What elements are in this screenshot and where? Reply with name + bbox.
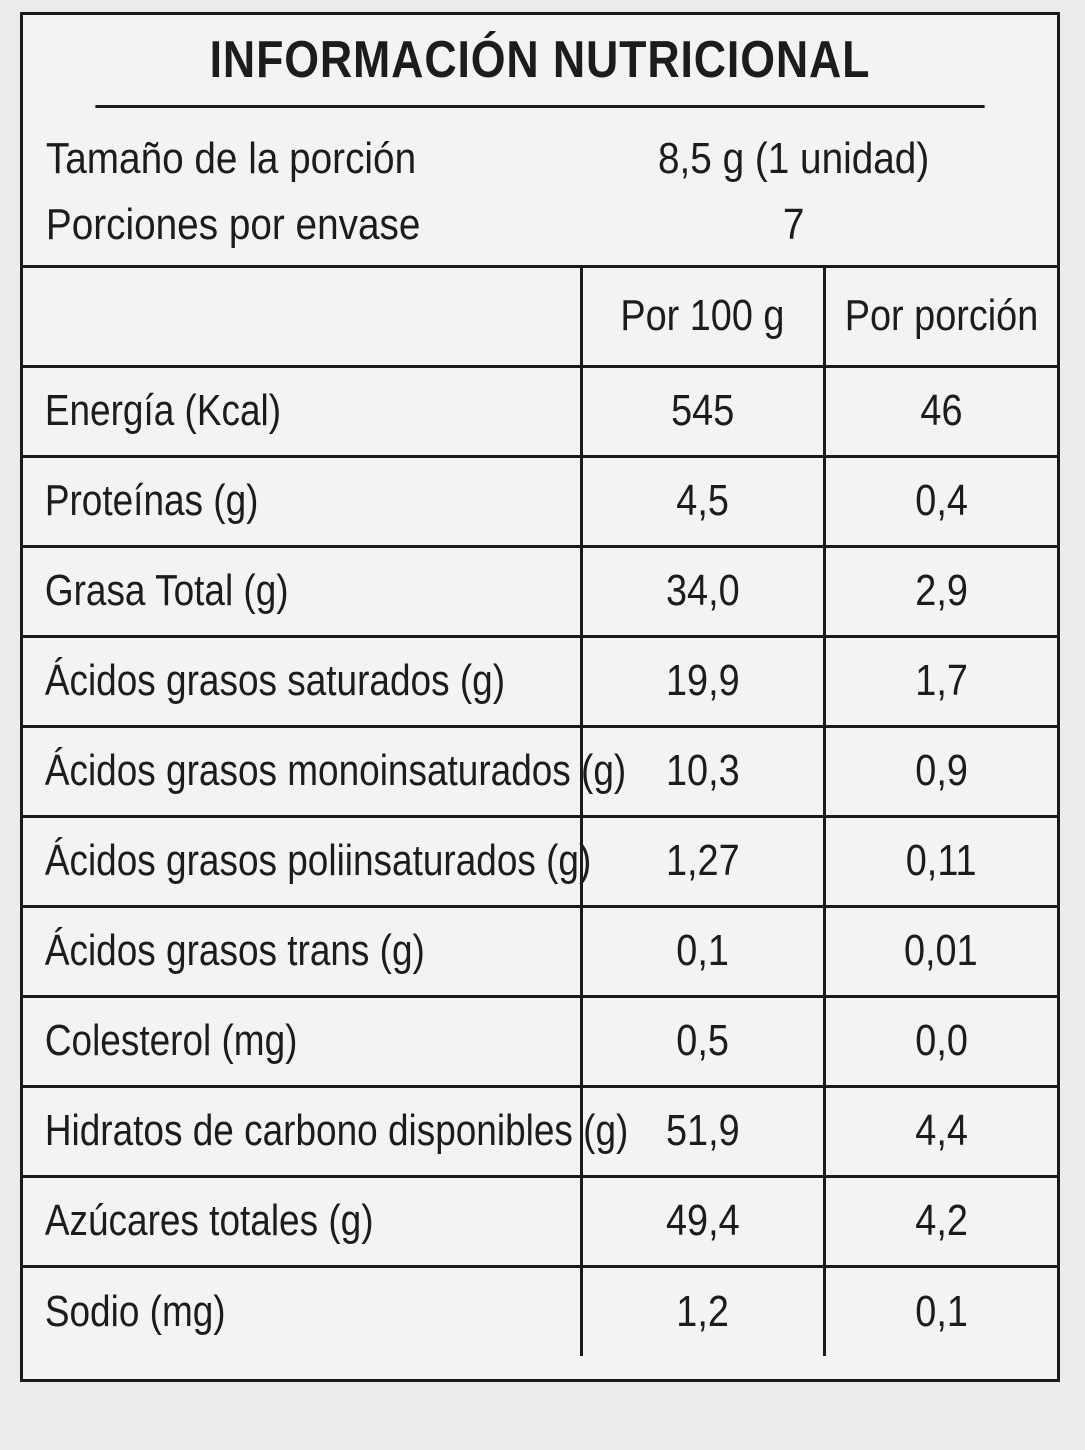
value-per-100g: 4,5 xyxy=(579,454,826,548)
table-row: Hidratos de carbono disponibles (g) 51,9 4… xyxy=(23,1084,1057,1178)
nutrient-name: Proteínas (g) xyxy=(23,454,583,548)
value-per-serving: 0,0 xyxy=(822,994,1057,1088)
value-per-serving: 0,01 xyxy=(822,904,1057,998)
table-row: Azúcares totales (g) 49,4 4,2 xyxy=(23,1174,1057,1268)
table-row: Proteínas (g) 4,5 0,4 xyxy=(23,454,1057,548)
value-per-serving: 4,4 xyxy=(822,1084,1057,1178)
value-per-100g: 0,1 xyxy=(579,904,826,998)
value-per-serving: 4,2 xyxy=(822,1174,1057,1268)
nutrition-table: Por 100 g Por porción Energía (Kcal) 545 4… xyxy=(23,268,1057,1356)
label-title: INFORMACIÓN NUTRICIONAL xyxy=(95,15,985,108)
value-per-100g: 0,5 xyxy=(579,994,826,1088)
nutrient-name: Ácidos grasos saturados (g) xyxy=(23,634,583,728)
value-per-serving: 1,7 xyxy=(822,634,1057,728)
servings-per-container-value: 7 xyxy=(782,200,805,249)
nutrition-label: INFORMACIÓN NUTRICIONAL Tamaño de la por… xyxy=(20,12,1060,1382)
table-row: Energía (Kcal) 545 46 xyxy=(23,366,1057,458)
value-per-100g: 49,4 xyxy=(579,1174,826,1268)
value-per-serving: 0,1 xyxy=(822,1264,1057,1356)
servings-per-container-label: Porciones por envase xyxy=(45,200,421,249)
value-per-100g: 19,9 xyxy=(579,634,826,728)
table-row: Ácidos grasos poliinsaturados (g) 1,27 0,1… xyxy=(23,814,1057,908)
value-per-serving: 46 xyxy=(822,366,1057,458)
nutrient-name: Grasa Total (g) xyxy=(23,544,583,638)
value-per-100g: 51,9 xyxy=(579,1084,826,1178)
value-per-serving: 0,11 xyxy=(822,814,1057,908)
nutrient-name: Ácidos grasos monoinsaturados (g) xyxy=(23,724,626,818)
header-empty xyxy=(23,268,583,368)
serving-size-value: 8,5 g (1 unidad) xyxy=(657,134,930,183)
table-row: Sodio (mg) 1,2 0,1 xyxy=(23,1264,1057,1356)
value-per-100g: 1,2 xyxy=(579,1264,826,1356)
servings-per-container-row: Porciones por envase 7 xyxy=(23,192,1057,258)
nutrient-name: Colesterol (mg) xyxy=(23,994,583,1088)
table-header-row: Por 100 g Por porción xyxy=(23,268,1057,368)
nutrient-name: Azúcares totales (g) xyxy=(23,1174,583,1268)
serving-info: Tamaño de la porción 8,5 g (1 unidad) Po… xyxy=(23,108,1057,268)
value-per-serving: 0,4 xyxy=(822,454,1057,548)
nutrient-name: Ácidos grasos poliinsaturados (g) xyxy=(23,814,591,908)
table-row: Ácidos grasos monoinsaturados (g) 10,3 0,9 xyxy=(23,724,1057,818)
header-per-serving: Por porción xyxy=(822,268,1057,368)
value-per-100g: 545 xyxy=(579,366,826,458)
nutrient-name: Hidratos de carbono disponibles (g) xyxy=(23,1084,628,1178)
table-row: Ácidos grasos saturados (g) 19,9 1,7 xyxy=(23,634,1057,728)
table-row: Grasa Total (g) 34,0 2,9 xyxy=(23,544,1057,638)
header-per-100g: Por 100 g xyxy=(579,268,826,368)
value-per-100g: 1,27 xyxy=(579,814,826,908)
value-per-100g: 34,0 xyxy=(579,544,826,638)
serving-size-row: Tamaño de la porción 8,5 g (1 unidad) xyxy=(23,126,1057,192)
value-per-100g: 10,3 xyxy=(579,724,826,818)
nutrient-name: Sodio (mg) xyxy=(23,1264,583,1356)
table-row: Ácidos grasos trans (g) 0,1 0,01 xyxy=(23,904,1057,998)
value-per-serving: 0,9 xyxy=(822,724,1057,818)
serving-size-label: Tamaño de la porción xyxy=(45,134,417,183)
nutrient-name: Ácidos grasos trans (g) xyxy=(23,904,583,998)
value-per-serving: 2,9 xyxy=(822,544,1057,638)
nutrient-name: Energía (Kcal) xyxy=(23,366,583,458)
table-row: Colesterol (mg) 0,5 0,0 xyxy=(23,994,1057,1088)
